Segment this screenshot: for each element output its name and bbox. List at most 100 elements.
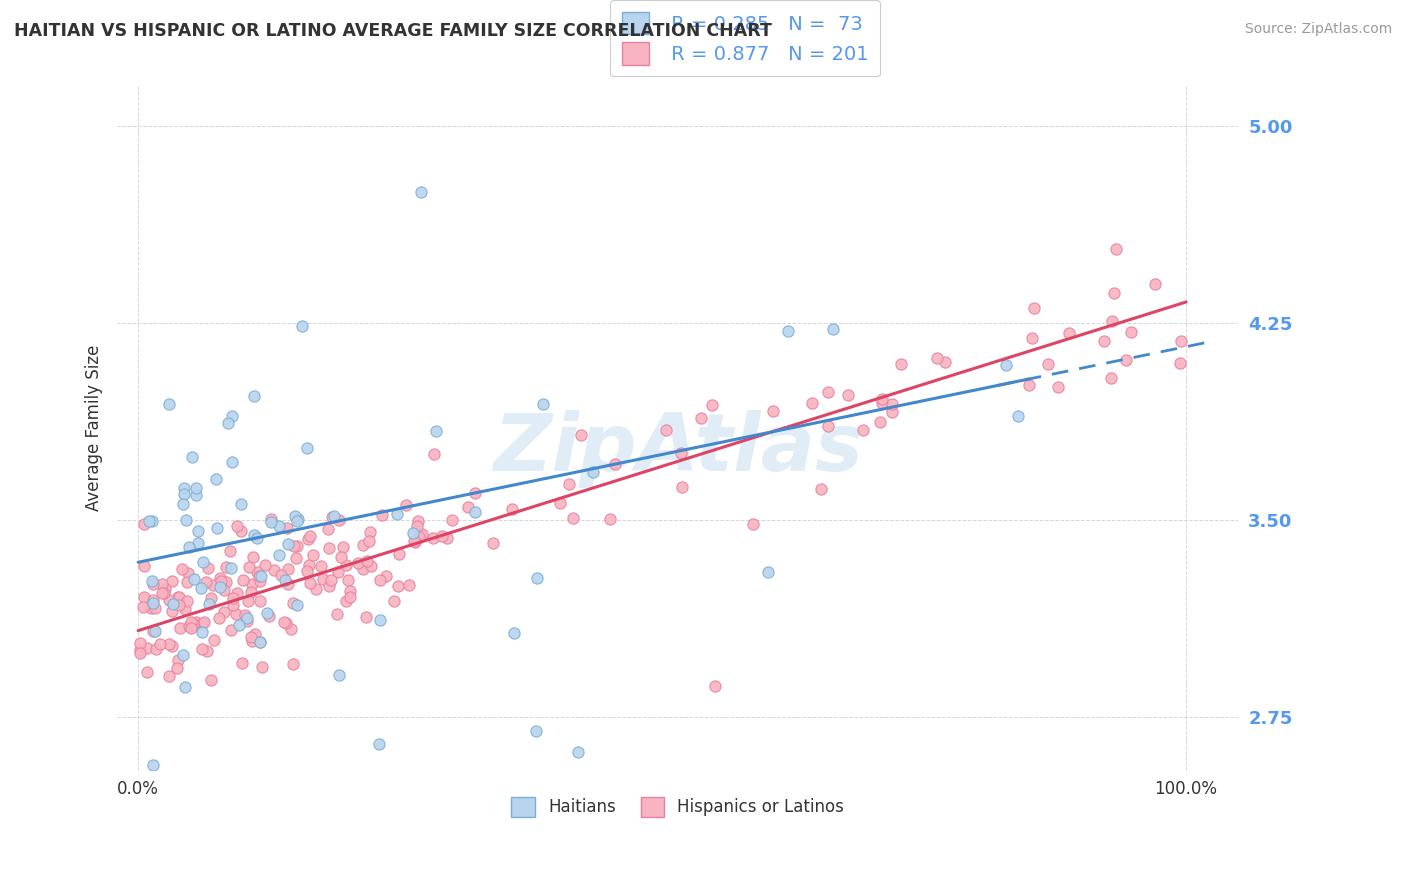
Point	[406, 514, 429, 528]
Point	[157, 397, 180, 411]
Point	[409, 185, 432, 199]
Point	[299, 575, 322, 590]
Point	[291, 318, 314, 333]
Point	[837, 388, 859, 402]
Point	[776, 324, 799, 338]
Point	[285, 539, 308, 553]
Point	[703, 679, 725, 693]
Point	[221, 561, 243, 575]
Point	[160, 639, 183, 653]
Point	[142, 758, 165, 772]
Point	[162, 597, 184, 611]
Point	[221, 409, 243, 423]
Point	[200, 591, 222, 605]
Point	[440, 513, 463, 527]
Point	[153, 585, 176, 599]
Point	[142, 592, 165, 607]
Point	[232, 573, 254, 587]
Point	[311, 558, 333, 573]
Point	[176, 594, 198, 608]
Point	[249, 635, 271, 649]
Point	[360, 559, 382, 574]
Point	[129, 642, 152, 657]
Point	[821, 321, 844, 335]
Point	[882, 396, 904, 410]
Point	[193, 555, 215, 569]
Point	[1115, 352, 1137, 367]
Point	[270, 567, 292, 582]
Point	[145, 642, 167, 657]
Point	[157, 637, 180, 651]
Point	[872, 392, 894, 407]
Point	[561, 510, 583, 524]
Point	[328, 512, 350, 526]
Point	[198, 597, 221, 611]
Point	[215, 574, 238, 589]
Point	[153, 582, 176, 596]
Point	[1101, 313, 1123, 327]
Point	[1105, 242, 1128, 256]
Point	[436, 531, 458, 545]
Point	[152, 577, 174, 591]
Point	[1170, 334, 1192, 348]
Point	[756, 565, 779, 579]
Point	[209, 580, 232, 594]
Point	[801, 396, 824, 410]
Point	[242, 549, 264, 564]
Point	[1099, 371, 1122, 385]
Point	[181, 617, 204, 632]
Point	[328, 667, 350, 681]
Point	[302, 548, 325, 562]
Point	[225, 607, 247, 622]
Point	[339, 583, 361, 598]
Point	[195, 643, 218, 657]
Point	[277, 562, 299, 576]
Point	[226, 518, 249, 533]
Point	[318, 541, 340, 556]
Point	[214, 560, 236, 574]
Point	[209, 574, 232, 588]
Point	[233, 608, 256, 623]
Point	[236, 611, 259, 625]
Point	[326, 565, 349, 579]
Point	[283, 539, 305, 553]
Point	[482, 536, 505, 550]
Point	[284, 550, 307, 565]
Point	[326, 607, 349, 622]
Point	[218, 544, 240, 558]
Point	[312, 573, 335, 587]
Text: HAITIAN VS HISPANIC OR LATINO AVERAGE FAMILY SIZE CORRELATION CHART: HAITIAN VS HISPANIC OR LATINO AVERAGE FA…	[14, 22, 772, 40]
Point	[1018, 378, 1040, 392]
Point	[195, 574, 218, 589]
Point	[173, 487, 195, 501]
Point	[287, 512, 309, 526]
Point	[359, 525, 381, 540]
Point	[136, 641, 159, 656]
Point	[167, 590, 190, 604]
Point	[352, 561, 374, 575]
Point	[297, 532, 319, 546]
Point	[700, 398, 723, 412]
Point	[143, 601, 166, 615]
Point	[305, 582, 328, 596]
Point	[257, 609, 280, 624]
Point	[1038, 358, 1060, 372]
Point	[581, 466, 603, 480]
Point	[190, 582, 212, 596]
Point	[129, 636, 152, 650]
Point	[671, 446, 693, 460]
Point	[352, 538, 374, 552]
Point	[221, 591, 243, 606]
Point	[298, 558, 321, 573]
Point	[281, 596, 304, 610]
Point	[193, 615, 215, 629]
Point	[356, 554, 378, 568]
Point	[254, 558, 277, 572]
Point	[274, 615, 297, 630]
Point	[1007, 409, 1029, 423]
Point	[321, 510, 343, 524]
Point	[169, 621, 191, 635]
Point	[394, 498, 416, 512]
Point	[176, 574, 198, 589]
Point	[422, 531, 444, 545]
